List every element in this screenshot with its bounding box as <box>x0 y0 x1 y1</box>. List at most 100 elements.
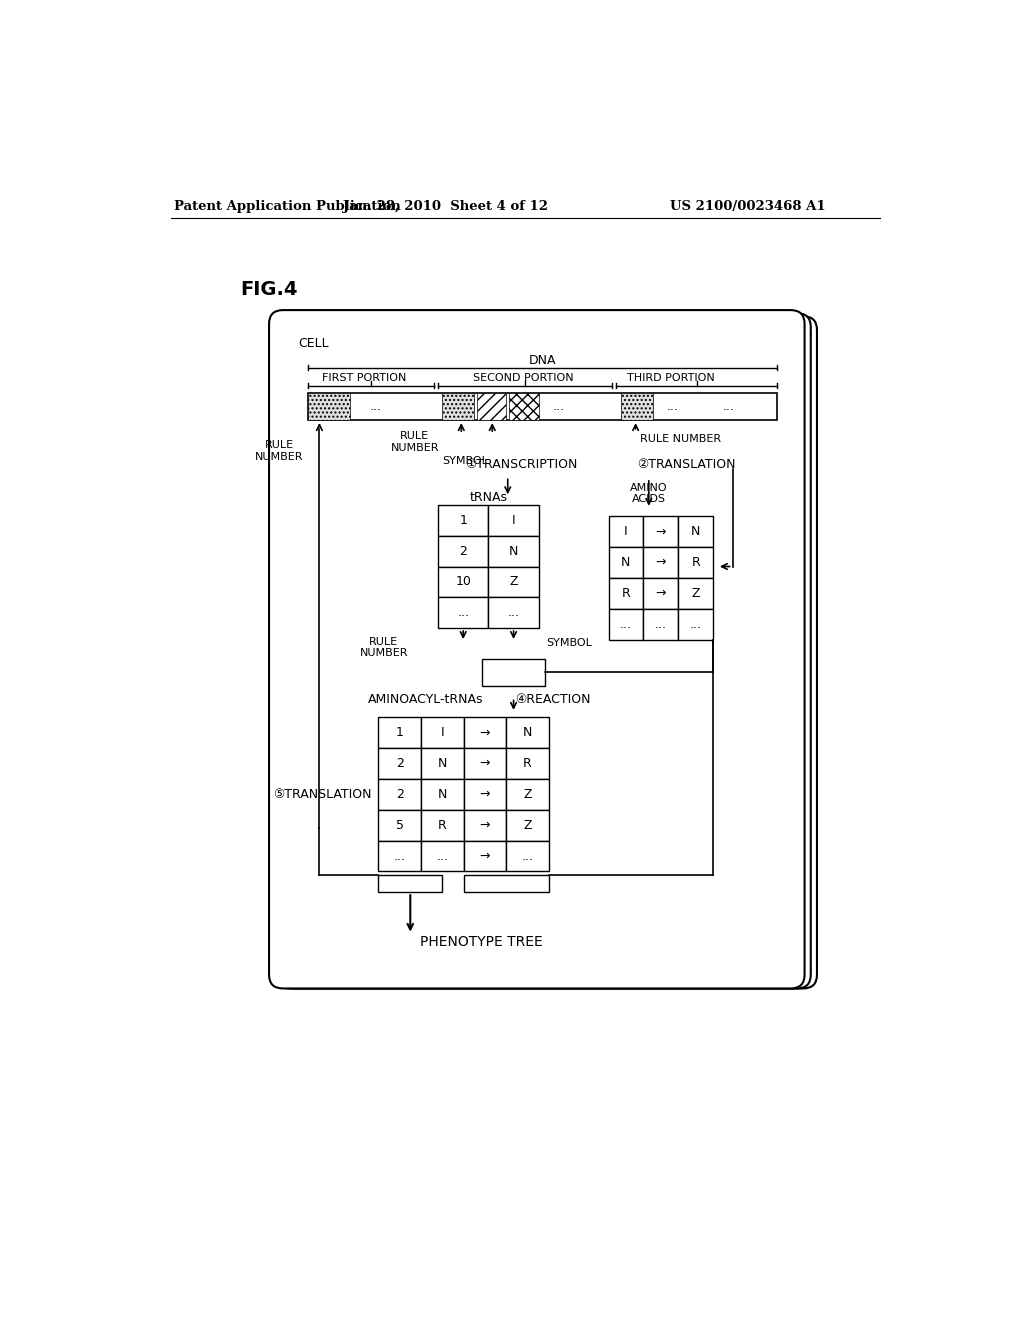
Bar <box>438 598 488 628</box>
Bar <box>488 506 539 536</box>
Text: →: → <box>479 758 490 770</box>
Bar <box>378 718 421 748</box>
Bar <box>608 548 643 578</box>
Text: ...: ... <box>436 850 449 862</box>
Text: R: R <box>523 758 531 770</box>
Bar <box>421 718 464 748</box>
Bar <box>308 393 350 420</box>
Text: RULE
NUMBER: RULE NUMBER <box>390 430 439 453</box>
Bar <box>506 810 549 841</box>
Bar <box>378 810 421 841</box>
Bar <box>643 578 678 609</box>
Text: tRNAs: tRNAs <box>469 491 507 504</box>
Text: N: N <box>437 758 446 770</box>
Bar <box>438 536 488 566</box>
Bar <box>442 393 474 420</box>
Text: ...: ... <box>552 400 564 413</box>
Bar <box>643 609 678 640</box>
FancyBboxPatch shape <box>275 313 811 989</box>
Text: 10: 10 <box>456 576 471 589</box>
Text: PHENOTYPE TREE: PHENOTYPE TREE <box>420 936 543 949</box>
Bar <box>643 548 678 578</box>
Text: RULE
NUMBER: RULE NUMBER <box>255 440 303 462</box>
Text: →: → <box>479 726 490 739</box>
Text: Z: Z <box>523 818 531 832</box>
FancyBboxPatch shape <box>282 317 817 989</box>
Text: ...: ... <box>723 400 734 413</box>
Text: ...: ... <box>508 606 519 619</box>
Text: N: N <box>691 525 700 539</box>
Text: N: N <box>523 726 532 739</box>
Bar <box>608 578 643 609</box>
Bar <box>506 718 549 748</box>
Bar <box>477 393 506 420</box>
Text: AMINOACYL-tRNAs: AMINOACYL-tRNAs <box>369 693 483 706</box>
Bar <box>464 748 506 779</box>
Text: DNA: DNA <box>528 354 556 367</box>
Text: ④REACTION: ④REACTION <box>515 693 591 706</box>
Text: N: N <box>509 545 518 557</box>
Bar <box>421 748 464 779</box>
Bar <box>438 506 488 536</box>
Text: →: → <box>479 850 490 862</box>
Text: I: I <box>512 513 515 527</box>
Text: Z: Z <box>523 788 531 801</box>
Bar <box>421 779 464 810</box>
Text: Z: Z <box>691 587 700 601</box>
Text: SYMBOL: SYMBOL <box>442 455 488 466</box>
Text: ...: ... <box>667 400 679 413</box>
Text: 5: 5 <box>395 818 403 832</box>
Bar <box>308 393 777 420</box>
Bar <box>506 841 549 871</box>
Bar <box>378 875 442 892</box>
Bar <box>378 779 421 810</box>
Text: →: → <box>479 818 490 832</box>
Bar <box>421 810 464 841</box>
Text: 2: 2 <box>459 545 467 557</box>
Text: AMINO
ACIDS: AMINO ACIDS <box>630 483 668 504</box>
Bar <box>678 578 713 609</box>
Text: R: R <box>438 818 446 832</box>
Text: ...: ... <box>393 850 406 862</box>
Bar <box>464 779 506 810</box>
Bar <box>488 566 539 598</box>
Text: ②TRANSLATION: ②TRANSLATION <box>637 458 735 471</box>
Text: SECOND PORTION: SECOND PORTION <box>473 372 573 383</box>
Text: →: → <box>655 525 666 539</box>
FancyBboxPatch shape <box>269 310 805 989</box>
Text: 2: 2 <box>395 788 403 801</box>
Bar <box>488 536 539 566</box>
Bar <box>464 810 506 841</box>
Text: N: N <box>622 556 631 569</box>
Bar <box>506 779 549 810</box>
Text: 2: 2 <box>395 758 403 770</box>
Text: →: → <box>655 587 666 601</box>
Text: R: R <box>622 587 631 601</box>
Text: →: → <box>655 556 666 569</box>
Bar <box>621 393 653 420</box>
Bar <box>678 609 713 640</box>
Bar <box>464 718 506 748</box>
Bar <box>678 548 713 578</box>
Bar <box>608 516 643 548</box>
Bar <box>464 841 506 871</box>
Text: 1: 1 <box>395 726 403 739</box>
Bar <box>509 393 539 420</box>
Text: FIG.4: FIG.4 <box>241 280 298 298</box>
Text: I: I <box>624 525 628 539</box>
Text: ...: ... <box>654 618 667 631</box>
Text: ...: ... <box>457 606 469 619</box>
Bar <box>643 516 678 548</box>
Text: ⑤TRANSLATION: ⑤TRANSLATION <box>273 788 372 801</box>
Text: ...: ... <box>690 618 701 631</box>
Bar <box>488 598 539 628</box>
Bar <box>482 659 545 686</box>
Text: RULE NUMBER: RULE NUMBER <box>640 434 721 445</box>
Text: FIRST PORTION: FIRST PORTION <box>323 372 407 383</box>
Text: N: N <box>437 788 446 801</box>
Text: SYMBOL: SYMBOL <box>547 639 592 648</box>
Text: I: I <box>440 726 444 739</box>
Text: →: → <box>479 788 490 801</box>
Bar <box>421 841 464 871</box>
Bar <box>608 609 643 640</box>
